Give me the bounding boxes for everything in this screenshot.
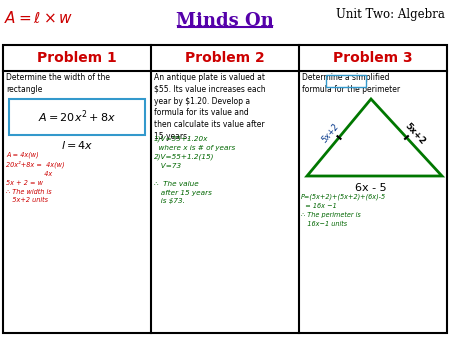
Text: Problem 3: Problem 3 <box>333 51 413 65</box>
Text: Problem 1: Problem 1 <box>37 51 117 65</box>
Polygon shape <box>307 99 442 176</box>
Text: $A = \ell \times w$: $A = \ell \times w$ <box>4 10 73 26</box>
Text: A = 4x(w)
20x²+8x =  4x(w)
                  4x
5x + 2 = w
∴ The width is
   5x+: A = 4x(w) 20x²+8x = 4x(w) 4x 5x + 2 = w … <box>6 151 64 203</box>
Text: $A = 20x^2 + 8x$: $A = 20x^2 + 8x$ <box>38 109 116 125</box>
Text: 6x - 5: 6x - 5 <box>355 183 387 193</box>
Text: An antique plate is valued at
$55. Its value increases each
year by $1.20. Devel: An antique plate is valued at $55. Its v… <box>154 73 266 141</box>
Text: $l = 4x$: $l = 4x$ <box>61 139 93 151</box>
Bar <box>3 45 447 333</box>
Text: Problem 2: Problem 2 <box>185 51 265 65</box>
Text: Unit Two: Algebra: Unit Two: Algebra <box>336 8 445 21</box>
Text: P=(5x+2)+(5x+2)+(6x)-5
  = 16x −1
∴ The perimeter is
   16x−1 units: P=(5x+2)+(5x+2)+(6x)-5 = 16x −1 ∴ The pe… <box>301 194 386 227</box>
Text: Determine the width of the
rectangle: Determine the width of the rectangle <box>6 73 110 94</box>
Bar <box>326 75 366 87</box>
Text: 5x+2: 5x+2 <box>402 121 427 146</box>
Text: 1)V=55+1.20x
  where x is # of years
2)V=55+1.2(15)
   V=73

∴  The value
   aft: 1)V=55+1.20x where x is # of years 2)V=5… <box>154 136 235 204</box>
Text: 5x+2: 5x+2 <box>320 122 342 145</box>
Bar <box>9 99 145 135</box>
Text: Determine a simplified
formula for the perimeter: Determine a simplified formula for the p… <box>302 73 400 94</box>
Text: Minds On: Minds On <box>176 12 274 30</box>
